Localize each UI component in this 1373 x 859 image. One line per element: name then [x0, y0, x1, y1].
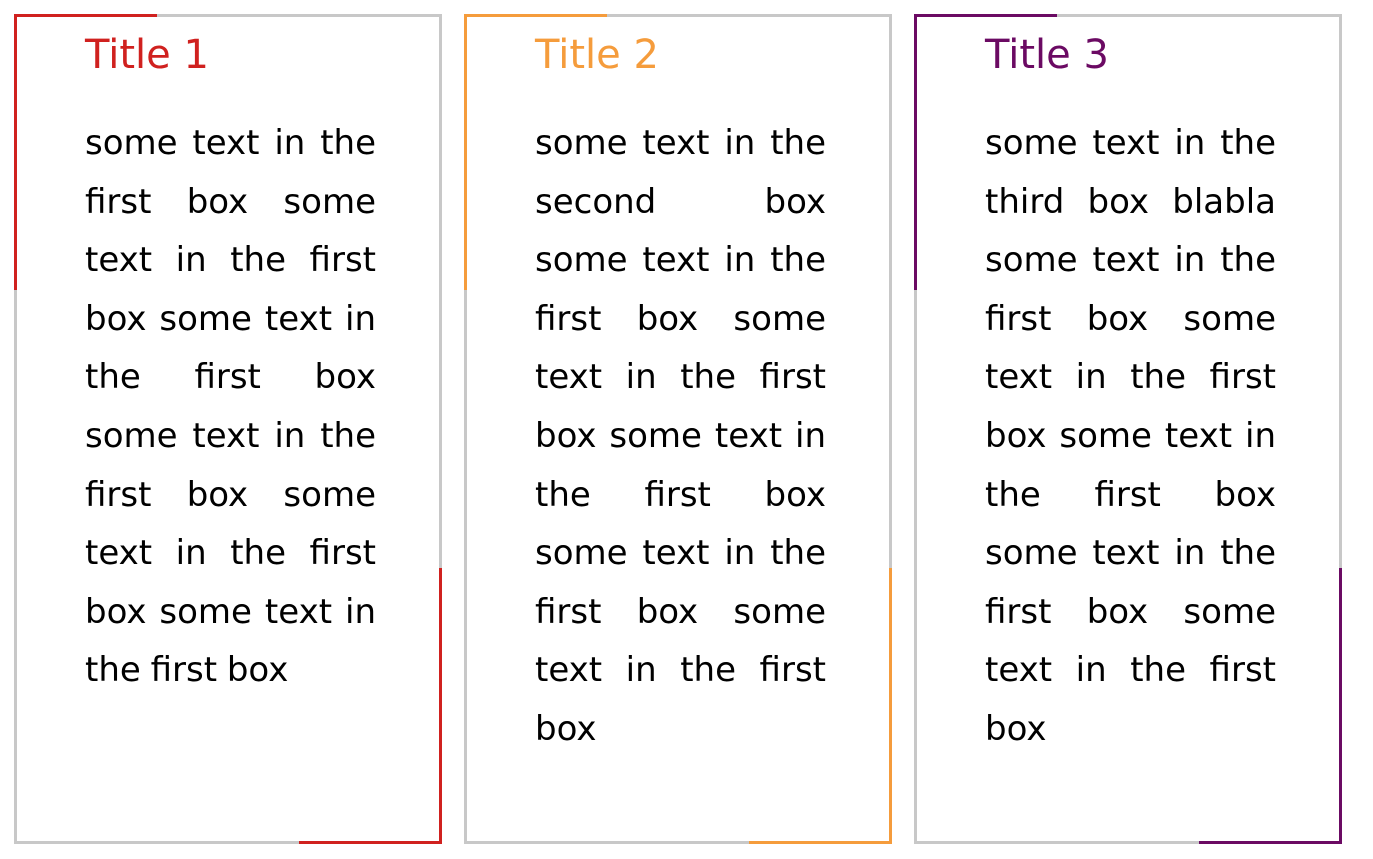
box-2-accent-right	[889, 568, 892, 844]
box-3-accent-bottom	[1199, 841, 1342, 844]
box-1-accent-top	[14, 14, 157, 17]
box-2-accent-top	[464, 14, 607, 17]
box-2-accent-bottom	[749, 841, 892, 844]
box-3-title: Title 3	[985, 32, 1109, 78]
content-box-1: Title 1 some text in the first box some …	[14, 14, 442, 844]
box-1-accent-bottom	[299, 841, 442, 844]
box-1-accent-left	[14, 14, 17, 290]
box-1-title: Title 1	[85, 32, 209, 78]
content-box-3: Title 3 some text in the third box blabl…	[914, 14, 1342, 844]
box-2-title: Title 2	[535, 32, 659, 78]
box-3-accent-right	[1339, 568, 1342, 844]
box-1-accent-right	[439, 568, 442, 844]
box-2-body-text: some text in the second box some text in…	[535, 123, 826, 749]
box-1-body-text: some text in the first box some text in …	[85, 123, 376, 691]
box-3-accent-left	[914, 14, 917, 290]
box-3-accent-top	[914, 14, 1057, 17]
content-box-2: Title 2 some text in the second box some…	[464, 14, 892, 844]
box-2-accent-left	[464, 14, 467, 290]
box-3-body-text: some text in the third box blabla some t…	[985, 123, 1276, 749]
